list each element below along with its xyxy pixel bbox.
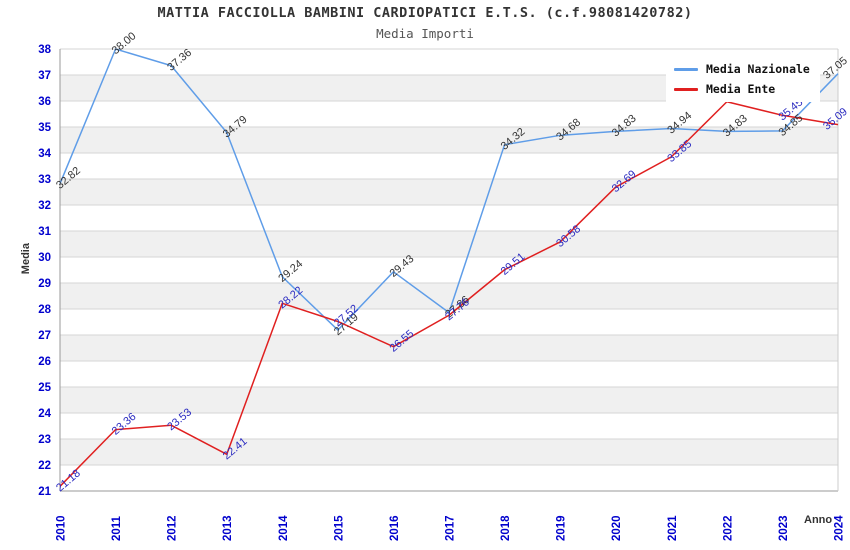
svg-text:2015: 2015 xyxy=(333,515,345,541)
svg-text:29.24: 29.24 xyxy=(276,258,305,285)
legend-label-media-ente: Media Ente xyxy=(706,82,776,96)
svg-text:22: 22 xyxy=(38,460,51,472)
svg-text:33: 33 xyxy=(38,174,51,186)
svg-text:2014: 2014 xyxy=(278,515,290,541)
svg-text:38.00: 38.00 xyxy=(110,30,139,57)
svg-text:2018: 2018 xyxy=(500,515,512,541)
axis-lines xyxy=(59,49,839,492)
svg-text:21.18: 21.18 xyxy=(54,467,83,494)
svg-text:31: 31 xyxy=(38,226,51,238)
svg-text:2024: 2024 xyxy=(834,515,846,541)
svg-text:35: 35 xyxy=(38,122,51,134)
svg-text:2021: 2021 xyxy=(667,515,679,541)
svg-text:2012: 2012 xyxy=(167,515,179,541)
svg-text:28: 28 xyxy=(38,304,51,316)
svg-text:34: 34 xyxy=(38,148,51,160)
svg-text:26: 26 xyxy=(38,356,51,368)
svg-text:23: 23 xyxy=(38,434,51,446)
legend-swatch-media-ente xyxy=(674,87,698,91)
svg-text:2011: 2011 xyxy=(111,515,123,541)
svg-text:29: 29 xyxy=(38,278,51,290)
svg-text:2010: 2010 xyxy=(56,515,68,541)
legend-swatch-media-nazionale xyxy=(674,67,698,71)
y-axis-title: Media xyxy=(20,243,32,275)
svg-text:38: 38 xyxy=(38,44,51,56)
svg-text:2013: 2013 xyxy=(222,515,234,541)
series-line-media-ente xyxy=(59,101,839,487)
svg-text:32: 32 xyxy=(38,200,51,212)
svg-text:21: 21 xyxy=(38,486,51,498)
svg-text:2020: 2020 xyxy=(611,515,623,541)
x-tick-labels: 2010 2011 2012 2013 2014 2015 2016 2017 2018 2019… xyxy=(56,515,846,541)
legend: Media Nazionale Media Ente xyxy=(666,57,820,102)
svg-text:37: 37 xyxy=(38,70,51,82)
svg-text:37.36: 37.36 xyxy=(165,47,194,74)
legend-label-media-nazionale: Media Nazionale xyxy=(706,62,810,76)
svg-text:24: 24 xyxy=(38,408,51,420)
svg-text:36: 36 xyxy=(38,96,51,108)
svg-text:27: 27 xyxy=(38,330,51,342)
series-line-media-nazionale xyxy=(59,48,839,331)
svg-text:2017: 2017 xyxy=(445,515,457,541)
svg-text:2023: 2023 xyxy=(778,515,790,541)
legend-item-media-nazionale: Media Nazionale xyxy=(674,62,810,76)
svg-text:2022: 2022 xyxy=(722,515,734,541)
gridlines xyxy=(60,48,838,492)
svg-text:2019: 2019 xyxy=(556,515,568,541)
y-tick-labels: 21 22 23 24 25 26 27 28 29 30 31 32 33 34 35 36 37 38 xyxy=(38,44,51,498)
chart-subtitle: Media Importi xyxy=(376,26,474,41)
svg-text:30: 30 xyxy=(38,252,51,264)
x-axis-title: Anno xyxy=(804,514,833,526)
svg-text:25: 25 xyxy=(38,382,51,394)
plot-bands xyxy=(60,75,838,465)
legend-item-media-ente: Media Ente xyxy=(674,82,810,96)
svg-text:2016: 2016 xyxy=(389,515,401,541)
svg-text:23.36: 23.36 xyxy=(110,411,139,438)
chart-title: MATTIA FACCIOLLA BAMBINI CARDIOPATICI E.… xyxy=(157,5,693,21)
